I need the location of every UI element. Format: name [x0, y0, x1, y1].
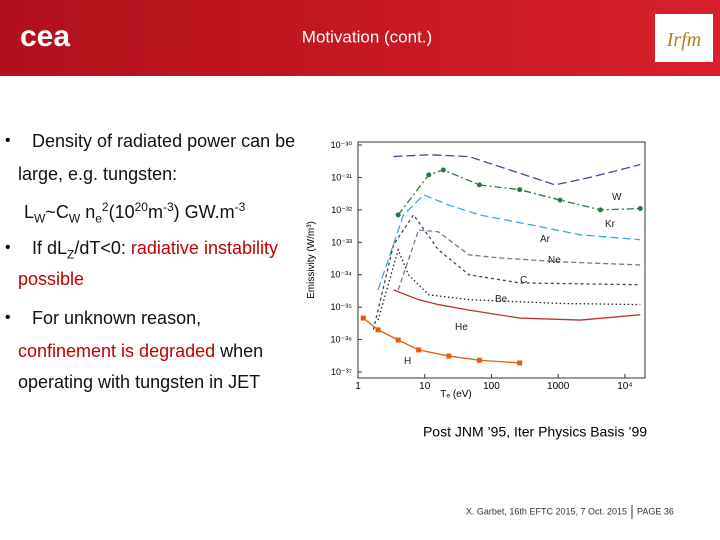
- text-run: /dT<0:: [74, 238, 131, 258]
- series-line: [393, 154, 641, 186]
- series-line: [377, 194, 641, 291]
- bullet-line: large, e.g. tungsten:: [18, 164, 177, 185]
- text-run: For unknown reason,: [32, 308, 202, 328]
- point: [426, 172, 432, 178]
- text-run: -3: [162, 200, 174, 214]
- y-tick-label: 10⁻³⁰: [331, 140, 353, 150]
- y-tick-label: 10⁻³³: [331, 237, 352, 247]
- bullet-line: possible: [18, 269, 84, 290]
- point: [557, 197, 563, 203]
- point: [360, 315, 366, 321]
- text-run: (10: [108, 202, 135, 222]
- bullet-line: If dLZ/dT<0: radiative instability: [32, 238, 278, 262]
- footer-text: X. Garbet, 16th EFTC 2015, 7 Oct. 2015: [466, 506, 627, 516]
- point: [416, 347, 422, 353]
- logo-box: [655, 14, 713, 62]
- formula: LW~CW ne2(1020m-3) GW.m-3: [24, 200, 245, 226]
- text-run: 2: [101, 200, 109, 214]
- point: [517, 187, 523, 193]
- y-tick-label: 10⁻³⁵: [331, 302, 353, 312]
- bullet-marker: •: [5, 132, 11, 149]
- header-band: [0, 0, 720, 76]
- point: [597, 207, 603, 213]
- series-label: C: [520, 275, 527, 286]
- bullet-marker: •: [5, 309, 11, 326]
- point: [476, 182, 482, 188]
- text-run: possible: [18, 269, 85, 289]
- text-run: -3: [234, 200, 246, 214]
- series-label: Kr: [605, 219, 616, 230]
- point: [517, 360, 523, 366]
- y-tick-label: 10⁻³⁶: [331, 335, 353, 345]
- series-line: [372, 213, 641, 330]
- text-run: L: [24, 202, 35, 222]
- bullet-marker: •: [5, 239, 11, 256]
- text-run: radiative instability: [130, 238, 278, 258]
- y-tick-label: 10⁻³²: [331, 205, 352, 215]
- text-run: large, e.g. tungsten:: [18, 164, 178, 184]
- y-axis-label: Emissivity (W/m³): [306, 221, 317, 299]
- logo-right: Irfm: [666, 29, 701, 51]
- series-label: Ar: [540, 234, 551, 245]
- bullet-line: operating with tungsten in JET: [18, 372, 260, 393]
- text-run: W: [34, 211, 46, 226]
- bullet-line: Density of radiated power can be: [32, 131, 295, 152]
- point: [395, 337, 401, 343]
- point: [637, 206, 643, 212]
- series-label: H: [404, 356, 411, 367]
- x-tick-label: 100: [483, 381, 500, 392]
- series-label: Be: [495, 294, 508, 305]
- series-label: Ne: [548, 255, 561, 266]
- caption: Post JNM ’95, Iter Physics Basis ’99: [423, 424, 647, 440]
- logo-left: cea: [20, 20, 70, 53]
- point: [476, 357, 482, 363]
- series-line: [397, 229, 641, 291]
- y-tick-label: 10⁻³⁴: [330, 270, 352, 280]
- series-line: [393, 289, 641, 321]
- text-run: operating with tungsten in JET: [18, 372, 261, 392]
- text-run: ) GW.m: [173, 202, 235, 222]
- series-label: W: [612, 192, 622, 203]
- text-run: ~C: [45, 202, 69, 222]
- plot-frame: [357, 141, 646, 379]
- text-run: m: [147, 202, 163, 222]
- text-run: e: [95, 211, 102, 226]
- series-line: [362, 317, 520, 364]
- point: [395, 212, 401, 218]
- text-run: Density of radiated power can be: [32, 131, 296, 151]
- slide-title: Motivation (cont.): [302, 27, 432, 46]
- text-run: Z: [67, 247, 75, 262]
- point: [440, 167, 446, 173]
- x-tick-label: 1: [355, 381, 361, 392]
- text-run: when: [215, 341, 264, 361]
- text-run: If dL: [32, 238, 68, 258]
- text-run: 20: [134, 200, 148, 214]
- series-label: He: [455, 322, 468, 333]
- y-tick-label: 10⁻³¹: [331, 172, 352, 182]
- point: [446, 353, 452, 359]
- text-run: W: [68, 211, 81, 226]
- y-tick-label: 10⁻³⁷: [331, 367, 352, 377]
- x-tick-label: 10⁴: [617, 381, 632, 392]
- footer-page: PAGE 36: [637, 506, 674, 516]
- x-tick-label: 1000: [547, 381, 570, 392]
- bullet-line: confinement is degraded when: [18, 341, 263, 362]
- text-run: n: [80, 202, 96, 222]
- text-run: confinement is degraded: [18, 341, 216, 361]
- bullet-line: For unknown reason,: [32, 308, 201, 329]
- series-line: [377, 247, 641, 321]
- point: [375, 327, 381, 333]
- x-axis-label: Tₑ (eV): [440, 389, 472, 400]
- series-line: [397, 169, 641, 216]
- x-tick-label: 10: [419, 381, 431, 392]
